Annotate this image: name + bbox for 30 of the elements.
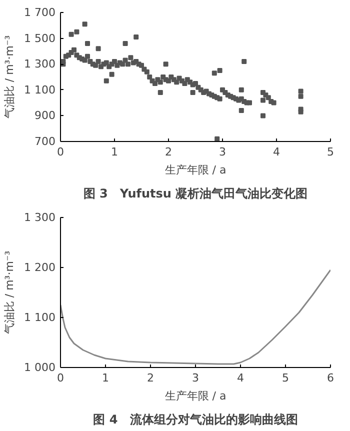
- y-tick-label: 1 300: [24, 211, 56, 224]
- x-tick-label: 0: [57, 146, 64, 158]
- x-axis-title: 生产年限 / a: [164, 164, 226, 176]
- x-tick-label: 5: [282, 372, 289, 384]
- y-tick-label: 1 000: [24, 361, 56, 374]
- x-tick-label: 2: [165, 146, 172, 158]
- y-tick-label: 1 100: [24, 83, 56, 96]
- x-tick-label: 6: [327, 372, 334, 384]
- y-axis-title: 气油比 / m³·m⁻³: [3, 250, 16, 334]
- y-tick-label: 1 100: [24, 311, 56, 324]
- x-tick-label: 2: [147, 372, 154, 384]
- y-tick-label: 1 700: [24, 6, 56, 19]
- y-tick-label: 700: [34, 135, 56, 148]
- y-axis-title: 气油比 / m³·m⁻³: [3, 35, 16, 119]
- x-tick-label: 5: [327, 146, 334, 158]
- x-tick-label: 1: [102, 372, 109, 384]
- y-tick-label: 1 500: [24, 32, 56, 45]
- x-tick-label: 4: [237, 372, 244, 384]
- y-tick-label: 900: [34, 109, 56, 122]
- x-tick-label: 0: [57, 372, 64, 384]
- text: 图 3 Yufutsu 凝析油气田气油比变化图: [83, 186, 308, 200]
- x-axis-title: 生产年限 / a: [164, 390, 226, 402]
- x-tick-label: 3: [219, 146, 226, 158]
- x-tick-label: 3: [192, 372, 199, 384]
- y-tick-label: 1 300: [24, 58, 56, 71]
- x-tick-label: 1: [111, 146, 118, 158]
- line-series: [60, 269, 330, 365]
- y-tick-label: 1 200: [24, 261, 56, 274]
- text: 图 4 流体组分对气油比的影响曲线图: [93, 412, 298, 426]
- x-tick-label: 4: [273, 146, 280, 158]
